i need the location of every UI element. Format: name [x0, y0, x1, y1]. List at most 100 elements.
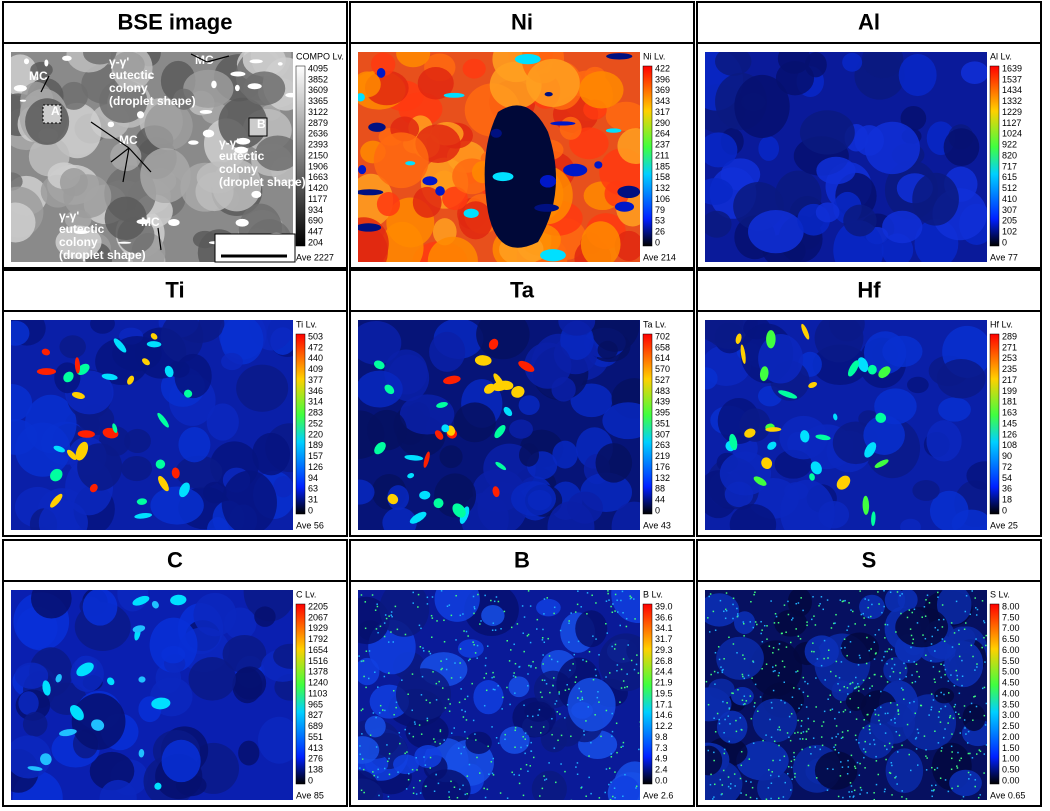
colorbar-value: 1024 [1002, 129, 1022, 139]
speckle [622, 795, 624, 798]
speckle [399, 742, 401, 745]
bright-phase [89, 483, 98, 493]
bright-phase [154, 782, 162, 790]
speckle [611, 712, 613, 715]
speckle [630, 596, 633, 599]
bright-phase [44, 59, 49, 67]
speckle [975, 705, 978, 708]
speckle [777, 674, 780, 677]
speckle [741, 673, 744, 676]
bright-phase [434, 430, 444, 440]
speckle [951, 646, 954, 648]
speckle [616, 599, 618, 602]
speckle [865, 662, 868, 665]
bright-phase [76, 662, 94, 677]
speckle [541, 637, 544, 639]
speckle [815, 777, 818, 779]
grain [960, 61, 987, 84]
speckle [570, 799, 573, 800]
speckle [566, 704, 569, 706]
speckle [850, 754, 853, 757]
grain [580, 221, 621, 262]
speckle [610, 781, 612, 783]
colorbar-value: 39.0 [655, 601, 673, 611]
colorbar-value: 9.8 [655, 732, 668, 742]
speckle [388, 615, 390, 617]
colorbar-value: 8.00 [1002, 601, 1020, 611]
annotation: eutectic [109, 68, 155, 82]
speckle [560, 734, 563, 737]
speckle [426, 719, 429, 722]
speckle [834, 748, 837, 751]
speckle [815, 706, 817, 708]
speckle [457, 747, 460, 750]
speckle [821, 744, 824, 747]
speckle [736, 607, 738, 610]
speckle [552, 684, 554, 687]
speckle [504, 733, 506, 736]
speckle [390, 614, 393, 616]
speckle [359, 745, 361, 747]
speckle [408, 732, 411, 735]
speckle [639, 725, 640, 728]
speckle [778, 643, 781, 645]
speckle [852, 796, 855, 798]
colorbar-value: 0 [308, 505, 313, 515]
speckle [766, 625, 768, 627]
grain [221, 352, 243, 371]
speckle [916, 622, 919, 624]
speckle [961, 684, 963, 687]
speckle [622, 741, 625, 744]
speckle [639, 721, 640, 723]
colorbar-value: 252 [308, 418, 323, 428]
speckle [983, 714, 986, 717]
speckle [622, 611, 624, 614]
speckle [866, 792, 868, 794]
speckle [388, 752, 391, 755]
speckle [540, 732, 542, 734]
speckle [713, 796, 715, 798]
speckle [826, 767, 829, 770]
speckle [835, 725, 838, 727]
speckle [812, 596, 814, 598]
speckle [789, 739, 792, 742]
grain [18, 691, 39, 716]
map-image [705, 52, 987, 262]
speckle [545, 683, 548, 685]
speckle [974, 597, 976, 599]
speckle [377, 686, 379, 688]
speckle [485, 672, 488, 675]
colorbar-value: 18 [1002, 495, 1012, 505]
speckle [485, 657, 487, 659]
speckle [852, 610, 854, 613]
speckle [833, 746, 835, 748]
speckle [418, 724, 421, 726]
speckle [476, 644, 479, 647]
speckle [975, 607, 977, 609]
speckle [965, 595, 968, 597]
speckle [520, 746, 522, 749]
annotation: γ-γ' [59, 209, 79, 223]
speckle [810, 753, 812, 755]
speckle [484, 664, 487, 667]
speckle [462, 613, 464, 615]
map-image [358, 320, 640, 530]
speckle [823, 657, 825, 660]
colorbar-value: 217 [1002, 375, 1017, 385]
speckle [460, 752, 462, 755]
speckle [774, 670, 776, 672]
speckle [934, 650, 936, 652]
speckle [938, 710, 940, 713]
speckle [864, 740, 866, 743]
speckle [905, 798, 908, 800]
speckle [942, 736, 945, 739]
speckle [743, 695, 746, 697]
annotation: MC [195, 53, 214, 67]
speckle [719, 778, 722, 781]
speckle [708, 631, 711, 633]
bright-phase [862, 495, 870, 515]
speckle [417, 606, 419, 608]
speckle [859, 590, 861, 592]
speckle [611, 611, 614, 614]
grain [815, 202, 840, 223]
